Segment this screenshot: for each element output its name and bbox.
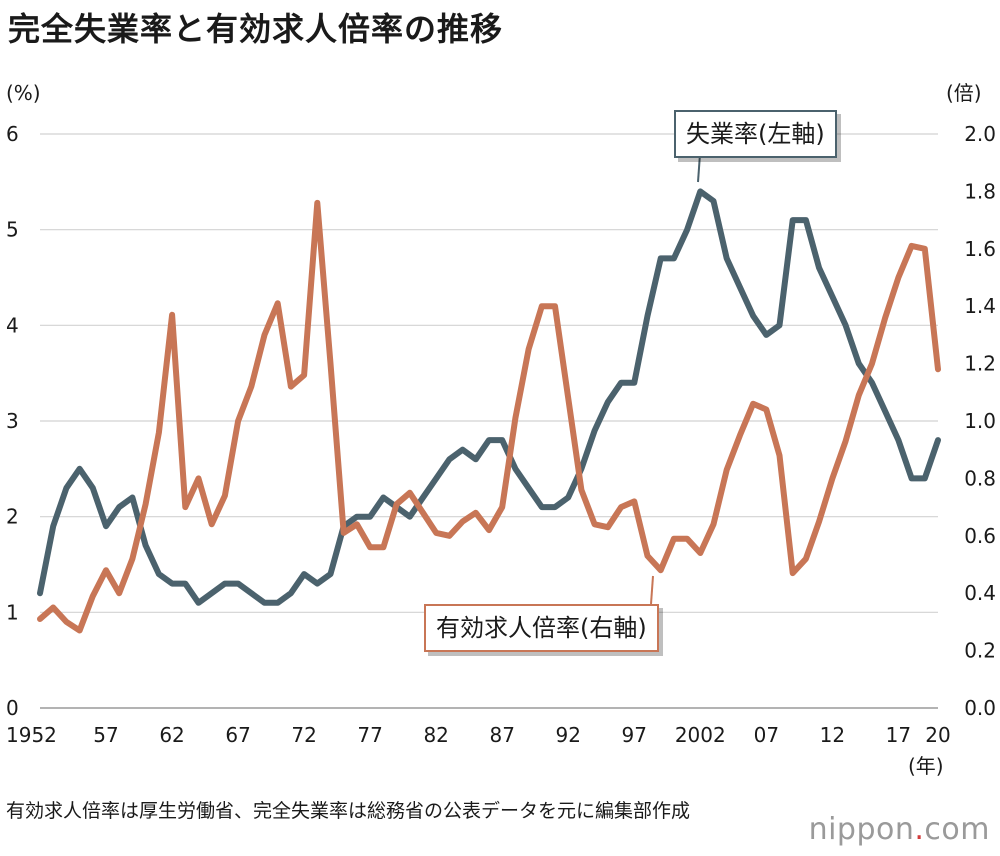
- right-tick-label: 0.0: [964, 696, 996, 720]
- right-tick-label: 0.4: [964, 581, 996, 605]
- x-tick-label: 2002: [675, 723, 726, 747]
- left-axis-unit: (%): [6, 81, 41, 105]
- x-tick-label: 82: [423, 723, 448, 747]
- x-tick-label: 87: [489, 723, 514, 747]
- x-tick-label: 92: [556, 723, 581, 747]
- right-tick-label: 1.8: [964, 179, 996, 203]
- x-tick-label: 62: [159, 723, 184, 747]
- x-tick-label: 57: [93, 723, 118, 747]
- x-tick-label: 97: [622, 723, 647, 747]
- right-tick-label: 0.6: [964, 524, 996, 548]
- brand-tld: com: [924, 812, 990, 847]
- right-axis-unit: (倍): [946, 81, 982, 105]
- left-tick-label: 0: [6, 696, 19, 720]
- right-tick-label: 0.2: [964, 639, 996, 663]
- right-tick-label: 1.0: [964, 409, 996, 433]
- right-tick-label: 1.6: [964, 237, 996, 261]
- right-tick-label: 1.4: [964, 294, 996, 318]
- x-tick-label: 1952: [6, 723, 57, 747]
- left-tick-label: 6: [6, 122, 19, 146]
- chart-title: 完全失業率と有効求人倍率の推移: [8, 10, 504, 48]
- unemployment-rate-label: 失業率(左軸): [674, 110, 837, 158]
- x-tick-label: 77: [357, 723, 382, 747]
- nippon-com-logo: nippon.com: [809, 812, 990, 847]
- x-axis-unit: (年): [908, 754, 944, 778]
- right-tick-label: 2.0: [964, 122, 996, 146]
- brand-dot: .: [914, 812, 925, 847]
- left-tick-label: 2: [6, 505, 19, 529]
- right-axis-ticks: 0.0 0.2 0.4 0.6 0.8 1.0 1.2 1.4 1.6 1.8 2.0: [964, 122, 996, 720]
- series-lines: [37, 188, 941, 634]
- x-tick-label: 07: [754, 723, 779, 747]
- job-offers-ratio-label: 有効求人倍率(右軸): [424, 604, 659, 652]
- brand-name: nippon: [808, 812, 915, 847]
- unemployment-rate-line: [37, 188, 941, 606]
- x-tick-label: 67: [225, 723, 250, 747]
- x-tick-label: 20: [925, 723, 950, 747]
- right-tick-label: 0.8: [964, 466, 996, 490]
- job-offers-ratio-line: [37, 199, 941, 634]
- left-tick-label: 1: [6, 600, 19, 624]
- x-tick-label: 17: [886, 723, 911, 747]
- left-axis-ticks: 0 1 2 3 4 5 6: [6, 122, 19, 720]
- right-tick-label: 1.2: [964, 352, 996, 376]
- x-tick-label: 12: [820, 723, 845, 747]
- source-note: 有効求人倍率は厚生労働省、完全失業率は総務省の公表データを元に編集部作成: [6, 800, 691, 822]
- x-tick-label: 72: [291, 723, 316, 747]
- left-tick-label: 4: [6, 313, 19, 337]
- callout-pointer-unemployment: [697, 153, 701, 183]
- left-tick-label: 5: [6, 218, 19, 242]
- left-tick-label: 3: [6, 409, 19, 433]
- x-axis-ticks: 1952 57 62 67 72 77 82 87 92 97 2002 07 12 17 20: [6, 723, 951, 747]
- callout-pointer-job-ratio: [650, 575, 654, 605]
